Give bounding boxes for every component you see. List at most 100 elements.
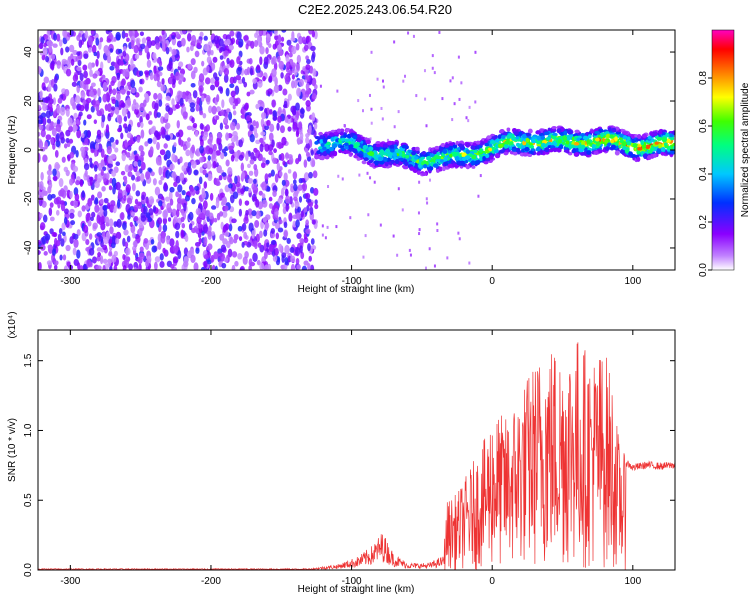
spectrogram-noise-cell xyxy=(143,205,148,215)
spectrogram-noise-cell xyxy=(67,117,73,127)
spectrogram-noise-cell xyxy=(288,156,294,165)
spectrogram-speckle xyxy=(457,55,460,59)
spectrogram-noise-cell xyxy=(47,193,53,201)
spectrogram-noise-cell xyxy=(182,106,187,112)
spectrogram-noise-cell xyxy=(272,116,278,121)
spectrogram-noise-cell xyxy=(76,85,80,94)
spectrogram-noise-cell xyxy=(187,63,193,70)
spectrogram-noise-cell xyxy=(88,247,95,256)
spectrogram-noise-cell xyxy=(241,76,246,84)
spectrogram-noise-cell xyxy=(45,55,50,63)
spectrogram-noise-cell xyxy=(253,40,259,47)
spectrogram-noise-cell xyxy=(228,96,234,104)
spectrogram-noise-cell xyxy=(272,189,277,198)
spectrogram-noise-cell xyxy=(225,87,230,97)
x-tick-label: 100 xyxy=(624,576,641,587)
spectrogram-ridge-cell xyxy=(373,160,380,166)
spectrogram-speckle xyxy=(431,54,434,58)
spectrogram-ridge-cell xyxy=(429,153,435,158)
spectrogram-noise-cell xyxy=(39,180,44,191)
spectrogram-noise-cell xyxy=(182,30,187,35)
spectrogram-noise-cell xyxy=(272,255,278,262)
spectrogram-noise-cell xyxy=(50,137,54,145)
spectrogram-noise-cell xyxy=(120,212,125,221)
spectrogram-noise-cell xyxy=(266,33,271,39)
spectrogram-noise-cell xyxy=(309,206,314,215)
spectrogram-noise-cell xyxy=(204,77,211,85)
spectrogram-noise-cell xyxy=(303,260,309,266)
spectrogram-ridge-cell xyxy=(323,138,328,143)
spectrogram-noise-cell xyxy=(93,164,98,172)
spectrogram-ridge-cell xyxy=(426,156,432,161)
spectrogram-noise-cell xyxy=(62,30,68,38)
spectrogram-noise-cell xyxy=(107,163,113,169)
spectrogram-noise-cell xyxy=(148,195,155,206)
spectrogram-noise-cell xyxy=(74,193,80,202)
spectrogram-ridge-cell xyxy=(576,137,581,142)
spectrogram-speckle xyxy=(349,216,352,220)
spectrogram-ridge-cell xyxy=(665,132,670,138)
spectrogram-noise-cell xyxy=(305,136,310,144)
spectrogram-ridge-cell xyxy=(368,151,375,157)
spectrogram-ridge-cell xyxy=(610,139,615,144)
spectrogram-noise-cell xyxy=(247,178,254,184)
spectrogram-noise-cell xyxy=(261,193,266,199)
spectrogram-noise-cell xyxy=(274,208,279,218)
spectrogram-speckle xyxy=(336,89,339,93)
spectrogram-noise-cell xyxy=(212,143,217,152)
x-tick-label: -200 xyxy=(201,276,221,287)
spectrogram-noise-cell xyxy=(249,124,254,132)
spectrogram-noise-cell xyxy=(131,182,136,192)
spectrogram-noise-cell xyxy=(102,204,108,211)
spectrogram-noise-cell xyxy=(147,138,153,144)
spectrogram-noise-cell xyxy=(176,201,182,212)
spectrogram-noise-cell xyxy=(190,107,195,113)
spectrogram-noise-cell xyxy=(165,95,171,101)
spectrogram-noise-cell xyxy=(143,238,149,244)
spectrogram-ridge-cell xyxy=(494,135,498,139)
spectrogram-noise-cell xyxy=(62,254,67,261)
spectrogram-noise-cell xyxy=(174,104,181,109)
spectrogram-ridge-cell xyxy=(353,143,358,149)
spectrogram-ridge-cell xyxy=(344,150,351,154)
spectrogram-noise-cell xyxy=(282,160,286,166)
spectrogram-noise-cell xyxy=(53,75,58,84)
spectrogram-noise-cell xyxy=(208,225,212,233)
spectrogram-noise-cell xyxy=(104,104,109,112)
spectrogram-speckle xyxy=(436,222,439,226)
spectrogram-noise-cell xyxy=(139,78,143,85)
spectrogram-noise-cell xyxy=(293,196,298,202)
spectrogram-noise-cell xyxy=(156,141,160,151)
spectrogram-ridge-cell xyxy=(619,149,625,154)
spectrogram-noise-cell xyxy=(38,239,41,246)
spectrogram-noise-cell xyxy=(215,181,221,187)
spectrogram-noise-cell xyxy=(281,136,287,146)
spectrogram-noise-cell xyxy=(98,216,104,226)
spectrogram-ridge-cell xyxy=(513,131,519,136)
spectrogram-noise-cell xyxy=(86,114,92,120)
spectrogram-noise-cell xyxy=(220,152,225,160)
spectrogram-noise-cell xyxy=(109,65,115,71)
colorbar-ticks: 0.0 0.2 0.4 0.6 0.8 xyxy=(698,71,712,277)
spectrogram-noise-cell xyxy=(80,91,86,99)
spectrogram-noise-cell xyxy=(154,130,159,138)
spectrogram-noise-cell xyxy=(110,80,115,86)
spectrogram-ridge-cell xyxy=(375,141,382,146)
spectrogram-ridge-cell xyxy=(357,153,363,157)
spectrogram-noise-cell xyxy=(61,58,67,65)
spectrogram-noise-cell xyxy=(229,30,235,37)
spectrogram-noise-cell xyxy=(219,233,225,241)
spectrogram-noise-cell xyxy=(185,90,190,96)
spectrogram-ridge-cell xyxy=(414,156,419,160)
spectrogram-noise-cell xyxy=(222,210,228,218)
spectrogram-noise-cell xyxy=(256,72,261,78)
spectrogram-noise-cell xyxy=(156,57,161,64)
spectrogram-noise-cell xyxy=(174,222,181,231)
spectrogram-noise-cell xyxy=(52,43,58,48)
spectrogram-speckle xyxy=(370,107,373,111)
spectrogram-noise-cell xyxy=(158,166,163,176)
spectrogram-speckle xyxy=(324,236,327,240)
spectrogram-noise-cell xyxy=(267,144,274,152)
spectrogram-noise-cell xyxy=(169,238,175,247)
spectrogram-noise-cell xyxy=(222,225,227,233)
